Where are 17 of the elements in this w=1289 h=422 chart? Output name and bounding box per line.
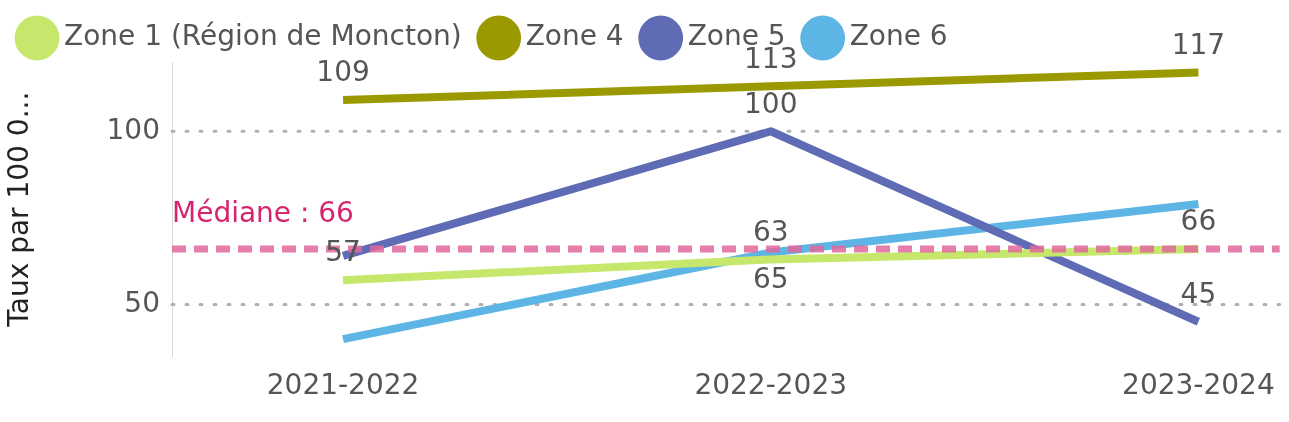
data-label: 65 [752, 261, 789, 295]
x-tick-label: 2023-2024 [1122, 368, 1275, 402]
data-label: 45 [1180, 277, 1217, 311]
data-label: 109 [316, 55, 370, 89]
data-label: 57 [325, 235, 361, 269]
data-label: 117 [1171, 27, 1226, 61]
legend-label: Zone 6 [849, 19, 948, 53]
y-tick-label: 50 [124, 285, 160, 319]
x-tick-label: 2021-2022 [266, 368, 420, 402]
legend-label: Zone 4 [525, 19, 624, 53]
data-label: 63 [752, 214, 789, 248]
x-tick-label: 2022-2023 [694, 368, 848, 402]
data-label: 66 [1180, 204, 1217, 238]
y-axis-title: Taux par 100 0... [2, 91, 36, 328]
ref-line-label: Médiane : 66 [172, 196, 354, 230]
legend-label: Zone 1 (Région de Moncton) [64, 19, 462, 53]
data-label: 100 [744, 86, 798, 120]
